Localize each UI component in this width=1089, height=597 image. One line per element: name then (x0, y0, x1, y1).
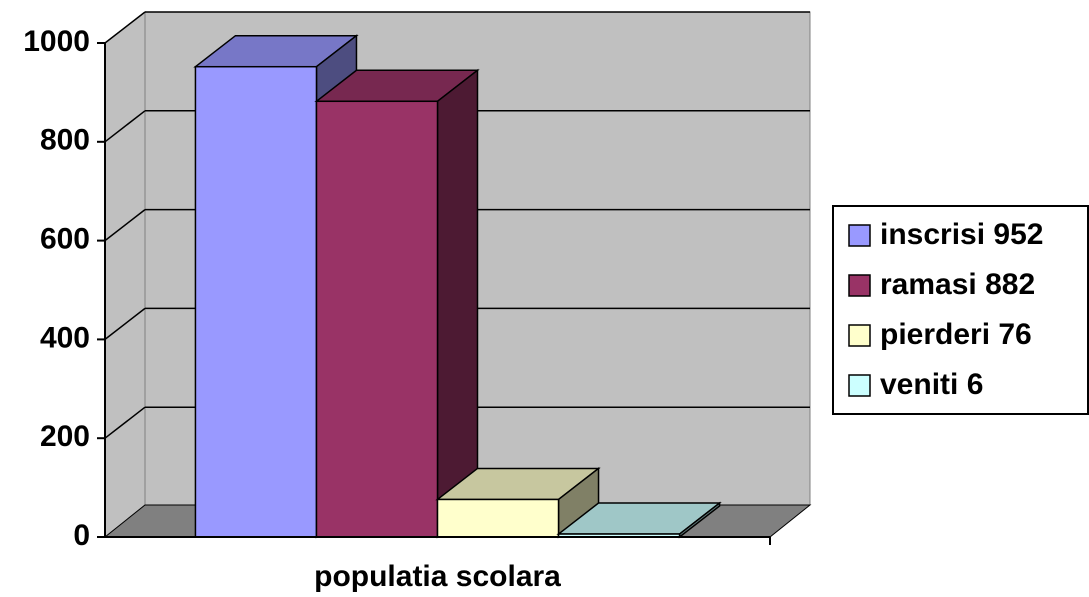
y-tick-label: 600 (40, 223, 90, 256)
legend-label: veniti 6 (880, 368, 983, 401)
grid-line (104, 11, 146, 44)
bar-side (436, 68, 479, 539)
x-tick-label: populatia scolara (314, 560, 561, 593)
side-wall (104, 10, 146, 539)
bar (194, 65, 318, 538)
legend-swatch (848, 324, 871, 347)
y-tick-label: 400 (40, 321, 90, 354)
bar (315, 100, 439, 538)
legend (832, 205, 1089, 415)
legend-label: ramasi 882 (880, 268, 1035, 301)
legend-items: inscrisi 952 ramasi 882 pierderi 76 veniti … (848, 218, 1043, 401)
y-tick-label: 200 (40, 420, 90, 453)
bar (436, 498, 560, 538)
y-tick-label: 800 (40, 124, 90, 157)
grid-line (104, 307, 146, 340)
grid-line (104, 406, 146, 439)
legend-label: inscrisi 952 (880, 218, 1043, 251)
legend-swatch (848, 224, 871, 247)
grid-line (104, 209, 146, 242)
legend-label: pierderi 76 (880, 318, 1032, 351)
y-tick-label: 0 (73, 519, 90, 552)
bars (193, 34, 722, 539)
grid-line (104, 110, 146, 143)
legend-swatch (848, 274, 871, 297)
legend-swatch (848, 374, 871, 397)
y-tick-label: 1000 (23, 25, 90, 58)
